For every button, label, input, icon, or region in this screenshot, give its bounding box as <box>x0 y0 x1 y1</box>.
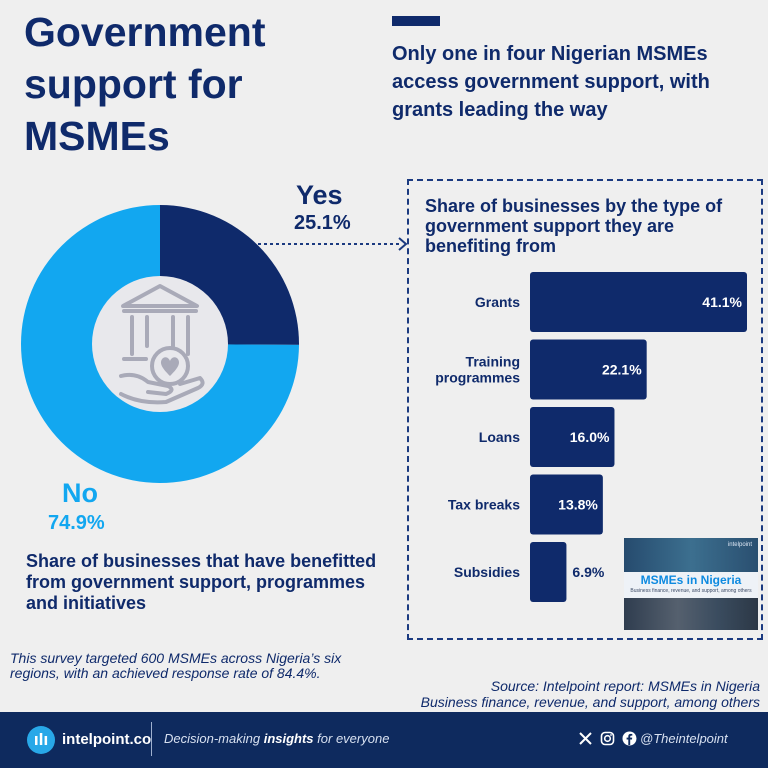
x-icon[interactable] <box>578 731 593 746</box>
tagline-post: for everyone <box>313 731 390 746</box>
facebook-icon[interactable] <box>622 731 637 746</box>
footer-bar <box>0 712 768 768</box>
bar-category-label: Grants <box>475 294 520 310</box>
intelpoint-logo-icon[interactable] <box>27 726 55 754</box>
bar-chart: Grants 41.1% Training programmes 22.1% Loans 1… <box>435 272 747 602</box>
bar-value-label: 6.9% <box>572 564 604 580</box>
report-cover-photo-bottom <box>624 598 758 630</box>
tagline-bold: insights <box>263 731 314 746</box>
report-cover-title: MSMEs in Nigeria <box>640 573 742 587</box>
bar-category-label: Subsidies <box>454 564 520 580</box>
survey-note: This survey targeted 600 MSMEs across Ni… <box>10 650 342 681</box>
tagline-pre: Decision-making <box>164 731 264 746</box>
yes-connector-arrow <box>258 237 408 251</box>
page-subtitle: Only one in four Nigerian MSMEs access g… <box>392 43 710 121</box>
bar-chart-panel <box>407 179 763 640</box>
donut-label-yes: Yes <box>296 180 343 210</box>
donut-value-yes: 25.1% <box>294 212 351 234</box>
donut-caption: Share of businesses that have benefitted… <box>26 551 377 613</box>
report-cover-photo-top <box>624 538 758 572</box>
donut-value-no: 74.9% <box>48 512 105 534</box>
bar-loans <box>530 407 615 467</box>
accent-bar <box>392 16 440 26</box>
footer-tagline: Decision-making insights for everyone <box>164 731 389 746</box>
bar-value-label: 13.8% <box>558 497 598 513</box>
government-building-hand-heart-icon <box>119 284 205 405</box>
donut-chart <box>21 205 299 484</box>
bar-tax-breaks <box>530 474 603 535</box>
social-handle[interactable]: @Theintelpoint <box>640 731 728 746</box>
source-line-1: Source: Intelpoint report: MSMEs in Nige… <box>490 678 760 694</box>
report-cover-subtitle: Business finance, revenue, and support, … <box>630 588 752 594</box>
bar-grants <box>530 272 747 332</box>
donut-label-no: No <box>62 478 98 508</box>
page-title: Government support for MSMEs <box>24 9 266 159</box>
bar-category-label: Tax breaks <box>448 497 520 513</box>
heart-icon <box>160 357 180 376</box>
report-cover-brand: intelpoint <box>727 542 752 548</box>
bar-category-label: Training programmes <box>435 354 520 386</box>
social-links <box>578 731 637 746</box>
footer-brand-link[interactable]: intelpoint.co <box>62 731 152 748</box>
footer-divider <box>151 722 152 756</box>
source-line-2: Business finance, revenue, and support, … <box>420 694 760 710</box>
bar-training-programmes <box>530 339 647 400</box>
bar-value-label: 41.1% <box>702 294 742 310</box>
report-cover-band <box>624 572 758 598</box>
bar-category-label: Loans <box>479 429 520 445</box>
report-cover-thumbnail: intelpoint MSMEs in Nigeria Business fin… <box>624 538 758 630</box>
bar-value-label: 22.1% <box>602 362 642 378</box>
bar-subsidies <box>530 542 567 602</box>
bar-value-label: 16.0% <box>570 429 610 445</box>
instagram-icon[interactable] <box>600 731 615 746</box>
source-note: Source: Intelpoint report: MSMEs in Nige… <box>340 678 760 710</box>
bar-chart-title: Share of businesses by the type of gover… <box>425 196 723 256</box>
